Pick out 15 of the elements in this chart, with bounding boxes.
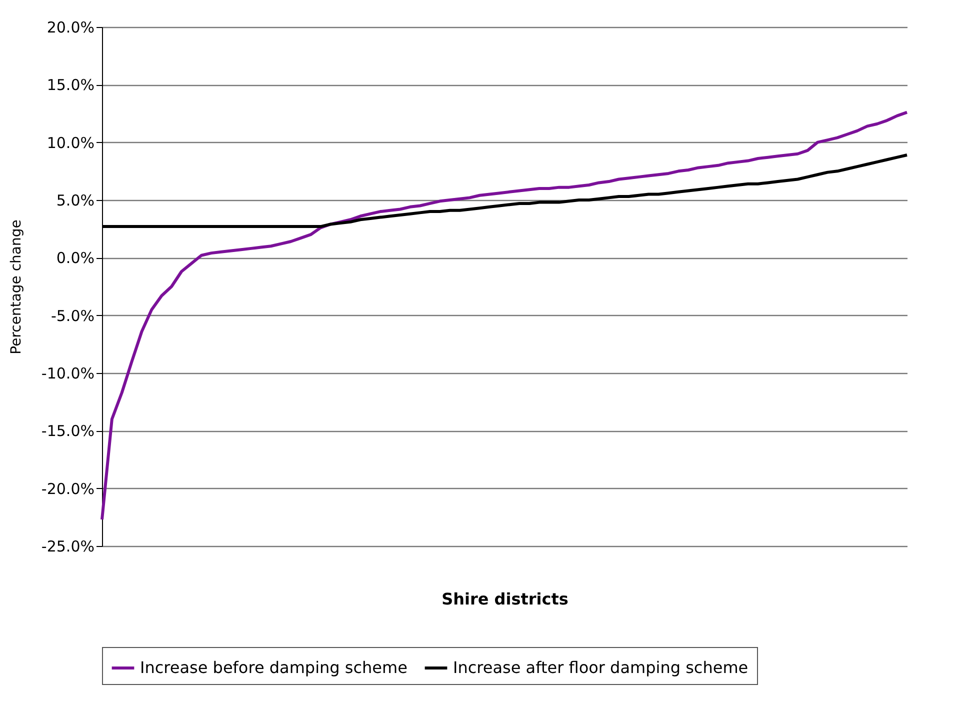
- y-tick-label: 10.0%: [46, 134, 94, 152]
- y-tick-label: -20.0%: [41, 480, 94, 498]
- legend-label: Increase after floor damping scheme: [453, 658, 748, 677]
- y-tick-label: 20.0%: [46, 18, 94, 36]
- y-tick-label: -25.0%: [41, 538, 94, 556]
- y-axis-title: Percentage change: [8, 220, 24, 354]
- y-tick-label: -10.0%: [41, 364, 94, 382]
- y-tick-label: 5.0%: [56, 192, 94, 210]
- y-tick-label: 15.0%: [46, 76, 94, 94]
- y-tick-label: 0.0%: [56, 249, 94, 268]
- line-series: [100, 110, 908, 521]
- y-tick-label: -5.0%: [50, 306, 94, 325]
- y-tick-label: -15.0%: [41, 422, 94, 440]
- x-axis-title: Shire districts: [442, 590, 568, 608]
- legend-label: Increase before damping scheme: [140, 658, 408, 677]
